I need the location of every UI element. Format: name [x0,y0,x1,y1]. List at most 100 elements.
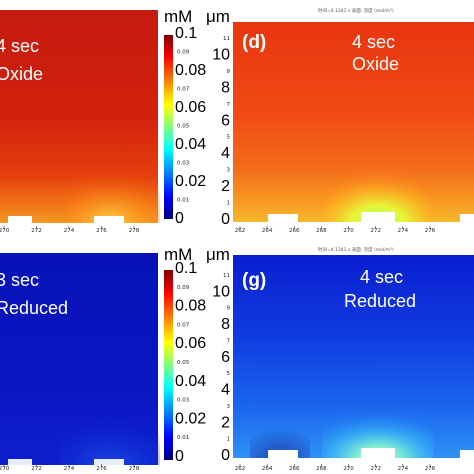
x-tick-labels: 270 272 274 276 278 [0,226,140,234]
y-minor-tick-label: 1 [227,201,231,207]
x-tick-label: 276 [425,228,436,234]
y-tick-label: 8 [221,79,230,96]
x-tick-label: 270 [343,228,354,234]
panel-label: (d) [242,32,266,53]
x-tick-label: 264 [262,466,273,472]
y-tick-label: 6 [221,349,230,366]
x-tick-label: 270 [0,466,10,472]
y-tick-label: 0 [221,211,230,228]
colorbar-minor-tick-label: 0.01 [177,435,189,441]
electrode [361,212,395,222]
x-tick-label: 272 [370,466,381,472]
heatmap-hotspot [60,150,160,223]
y-minor-tick-label: 7 [227,102,231,108]
colorbar-tick-labels: 0.1 0.08 0.06 0.04 0.02 0 0.09 0.07 0.05 0.03 0.01 [175,25,206,227]
annotation-time: 4 sec [360,267,403,287]
y-tick-label: 10 [212,46,230,63]
y-tick-labels: 0 1 2 3 4 5 6 7 8 9 10 11 [212,36,230,228]
top-note: 时间=4.1341 s 表面: 浓度 (mol/m³) [318,7,394,14]
annotation-time: 4 sec [352,32,395,52]
colorbar-minor-tick-label: 0.07 [177,322,190,328]
x-tick-label: 262 [235,228,246,234]
colorbar-tick-label: 0 [175,210,184,227]
y-minor-tick-label: 1 [227,437,231,443]
y-tick-label: 2 [221,178,230,195]
y-minor-tick-label: 9 [227,306,231,312]
y-tick-label: 6 [221,112,230,129]
x-tick-label: 266 [289,228,300,234]
colorbar-minor-tick-label: 0.09 [177,285,190,291]
electrode [361,448,395,458]
colorbar-minor-tick-label: 0.05 [177,360,190,366]
electrode [268,214,298,222]
electrode [268,450,298,458]
x-tick-label: 274 [398,228,409,234]
y-minor-tick-label: 5 [227,371,231,377]
x-tick-label: 266 [289,466,300,472]
y-tick-label: 0 [221,447,230,464]
colorbar-gradient [164,270,173,460]
x-tick-label: 272 [31,466,42,472]
colorbar-unit: mM [164,245,192,264]
x-tick-label: 276 [96,228,107,234]
electrode [460,214,474,222]
colorbar-minor-tick-label: 0.05 [177,124,190,130]
electrode [8,216,32,223]
y-tick-label: 4 [221,145,230,162]
x-tick-label: 274 [64,466,75,472]
colorbar-tick-label: 0.1 [175,260,197,277]
annotation-time: 3 sec [0,270,39,290]
annotation-state: Reduced [344,291,416,311]
x-tick-labels: 262 264 266 268 270 272 274 276 [235,226,436,234]
x-tick-label: 276 [96,466,107,472]
colorbar-tick-label: 0.06 [175,335,206,352]
colorbar-minor-tick-label: 0.07 [177,87,190,93]
colorbar-tick-labels: 0.1 0.08 0.06 0.04 0.02 0 0.09 0.07 0.05 0.03 0.01 [175,260,206,465]
x-tick-label: 274 [64,228,75,234]
annotation-state: Oxide [352,54,399,74]
x-tick-label: 270 [0,228,10,234]
x-tick-label: 272 [31,228,42,234]
colorbar-tick-label: 0.02 [175,173,206,190]
x-tick-label: 268 [316,466,327,472]
heatmap-hotspot [60,400,160,465]
annotation-time: 4 sec [0,36,39,56]
colorbar-tick-label: 0.06 [175,99,206,116]
y-minor-tick-label: 9 [227,69,231,75]
x-tick-label: 274 [398,466,409,472]
x-tick-label: 264 [262,228,273,234]
annotation-state: Reduced [0,298,68,318]
x-tick-label: 262 [235,466,246,472]
x-tick-label: 272 [370,228,381,234]
y-minor-tick-label: 11 [223,36,230,42]
heatmap-hotspot [322,395,434,458]
colorbar-tick-label: 0.1 [175,25,197,42]
y-tick-label: 10 [212,283,230,300]
colorbar-unit: mM [164,7,192,26]
colorbar-tick-label: 0.04 [175,136,206,153]
colorbar-minor-tick-label: 0.09 [177,50,190,56]
colorbar-tick-label: 0.08 [175,298,206,315]
electrode [460,450,474,458]
panel-label: (g) [242,270,266,291]
annotation-state: Oxide [0,64,43,84]
y-tick-label: 4 [221,382,230,399]
colorbar-minor-tick-label: 0.03 [177,398,190,404]
colorbar-gradient [164,35,173,219]
electrode [94,216,124,223]
axis-unit: μm [206,245,230,264]
electrode [94,459,124,465]
x-tick-label: 276 [425,466,436,472]
colorbar-tick-label: 0.02 [175,410,206,427]
heatmap-hotspot [322,150,434,222]
electrode [8,459,32,465]
y-minor-tick-label: 7 [227,338,231,344]
panel-c: 3 sec Reduced 270 272 274 276 278 [0,253,160,472]
colorbar-bottom: mM 0.10.080.060.040.0200.090.070.050.030… [164,245,206,465]
x-tick-labels: 262 264 266 268 270 272 274 276 [235,464,436,472]
y-minor-tick-label: 3 [227,404,231,410]
y-tick-labels: 0 1 2 3 4 5 6 7 8 9 10 11 [212,273,230,464]
x-tick-label: 278 [129,228,140,234]
colorbar-tick-label: 0 [175,448,184,465]
top-note: 时间=4.1341 s 表面: 浓度 (mol/m³) [318,246,394,253]
